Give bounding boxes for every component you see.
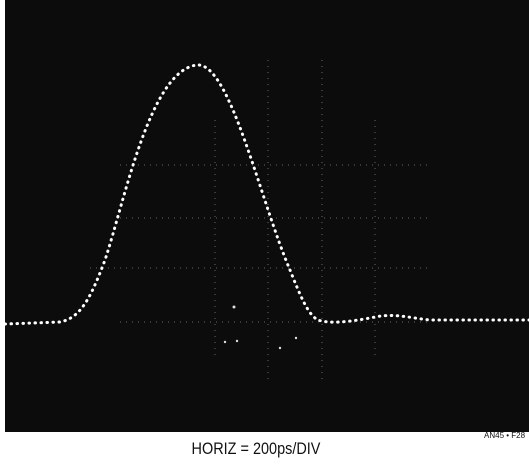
oscilloscope-screen	[3, 0, 529, 432]
dot	[232, 305, 236, 309]
caption: HORIZ = 200ps/DIV	[191, 439, 321, 458]
screen-background	[5, 0, 529, 432]
dot	[294, 336, 298, 340]
dot	[223, 340, 227, 344]
dot	[235, 339, 239, 343]
dot	[278, 346, 282, 350]
waveform	[3, 63, 529, 326]
figure-id: AN45 • F28	[484, 431, 526, 440]
noise-dots	[223, 305, 298, 350]
graticule	[90, 60, 430, 380]
